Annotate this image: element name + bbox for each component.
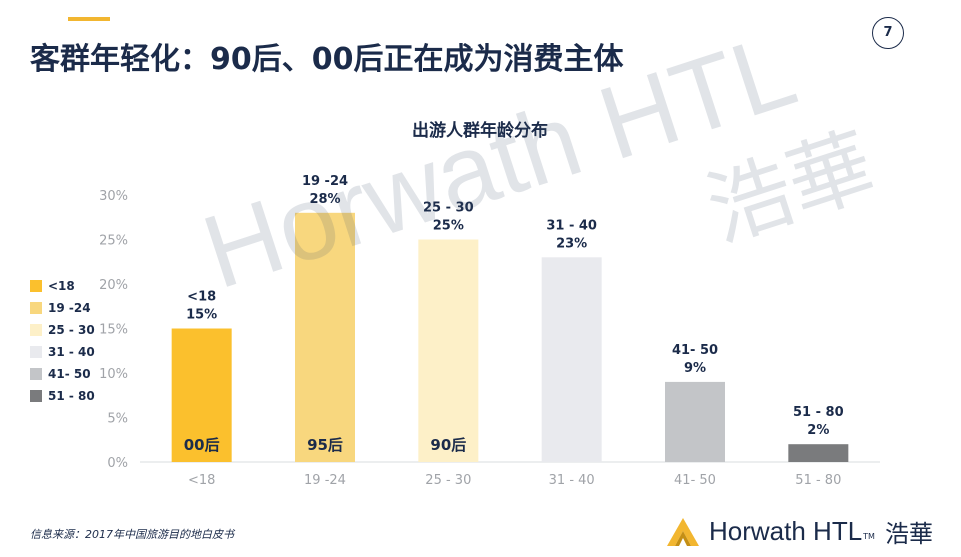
slide-title: 客群年轻化：90后、00后正在成为消费主体: [30, 42, 624, 77]
bar-2: [295, 212, 355, 462]
chart-legend: <18 19 -24 25 - 30 31 - 40 41- 50 51 - 80: [30, 275, 95, 407]
legend-swatch: [30, 346, 42, 358]
data-label: 2%: [807, 423, 829, 438]
bar-category-label: <18: [187, 290, 216, 305]
x-tick-label: <18: [188, 473, 215, 488]
data-label: 15%: [186, 308, 217, 323]
legend-swatch: [30, 302, 42, 314]
legend-swatch: [30, 324, 42, 336]
legend-item: 41- 50: [30, 363, 95, 385]
bar-inner-label: 00后: [184, 436, 220, 454]
y-tick-label: 5%: [107, 412, 128, 427]
bar-category-label: 41- 50: [672, 343, 718, 358]
logo-chinese: 浩華: [884, 520, 933, 548]
bar-category-label: 19 -24: [302, 174, 348, 189]
data-label: 23%: [556, 236, 587, 251]
bar-3: [418, 239, 479, 462]
y-tick-label: 20%: [99, 278, 128, 293]
x-tick-label: 41- 50: [674, 473, 716, 488]
legend-item: <18: [30, 275, 95, 297]
bar-category-label: 51 - 80: [793, 405, 844, 420]
legend-label: 19 -24: [48, 301, 91, 315]
bar-5: [665, 381, 725, 462]
y-tick-label: 25%: [99, 234, 128, 249]
x-tick-label: 51 - 80: [795, 473, 841, 488]
title-accent-bar: [68, 17, 110, 21]
y-tick-label: 15%: [99, 323, 128, 338]
legend-item: 51 - 80: [30, 385, 95, 407]
horwath-logo: Horwath HTL TM 浩華: [665, 514, 933, 549]
bar-category-label: 31 - 40: [546, 218, 597, 233]
data-label: 25%: [433, 219, 464, 234]
data-label: 28%: [309, 192, 340, 207]
legend-swatch: [30, 280, 42, 292]
y-tick-label: 0%: [107, 456, 128, 471]
legend-label: 25 - 30: [48, 323, 95, 337]
source-note: 信息来源：2017年中国旅游目的地白皮书: [30, 528, 234, 541]
bar-inner-label: 95后: [307, 436, 343, 454]
logo-trademark: TM: [863, 532, 875, 541]
data-label: 9%: [684, 361, 706, 376]
bar-inner-label: 90后: [430, 436, 466, 454]
logo-chevron-icon: [667, 517, 699, 546]
bar-4: [541, 257, 602, 462]
bar-6: [788, 444, 849, 462]
bar-category-label: 25 - 30: [423, 201, 474, 216]
logo-text: Horwath HTL: [709, 516, 863, 546]
legend-item: 31 - 40: [30, 341, 95, 363]
chart-title: 出游人群年龄分布: [412, 120, 548, 141]
x-tick-label: 31 - 40: [549, 473, 595, 488]
y-tick-label: 30%: [99, 189, 128, 204]
bar-1: [171, 328, 232, 462]
legend-item: 25 - 30: [30, 319, 95, 341]
legend-swatch: [30, 368, 42, 380]
page-number-badge: 7: [872, 17, 904, 49]
legend-item: 19 -24: [30, 297, 95, 319]
y-tick-label: 10%: [99, 367, 128, 382]
x-tick-label: 19 -24: [304, 473, 346, 488]
x-tick-label: 25 - 30: [425, 473, 471, 488]
legend-swatch: [30, 390, 42, 402]
legend-label: 51 - 80: [48, 389, 95, 403]
legend-label: 31 - 40: [48, 345, 95, 359]
legend-label: 41- 50: [48, 367, 91, 381]
legend-label: <18: [48, 279, 75, 293]
